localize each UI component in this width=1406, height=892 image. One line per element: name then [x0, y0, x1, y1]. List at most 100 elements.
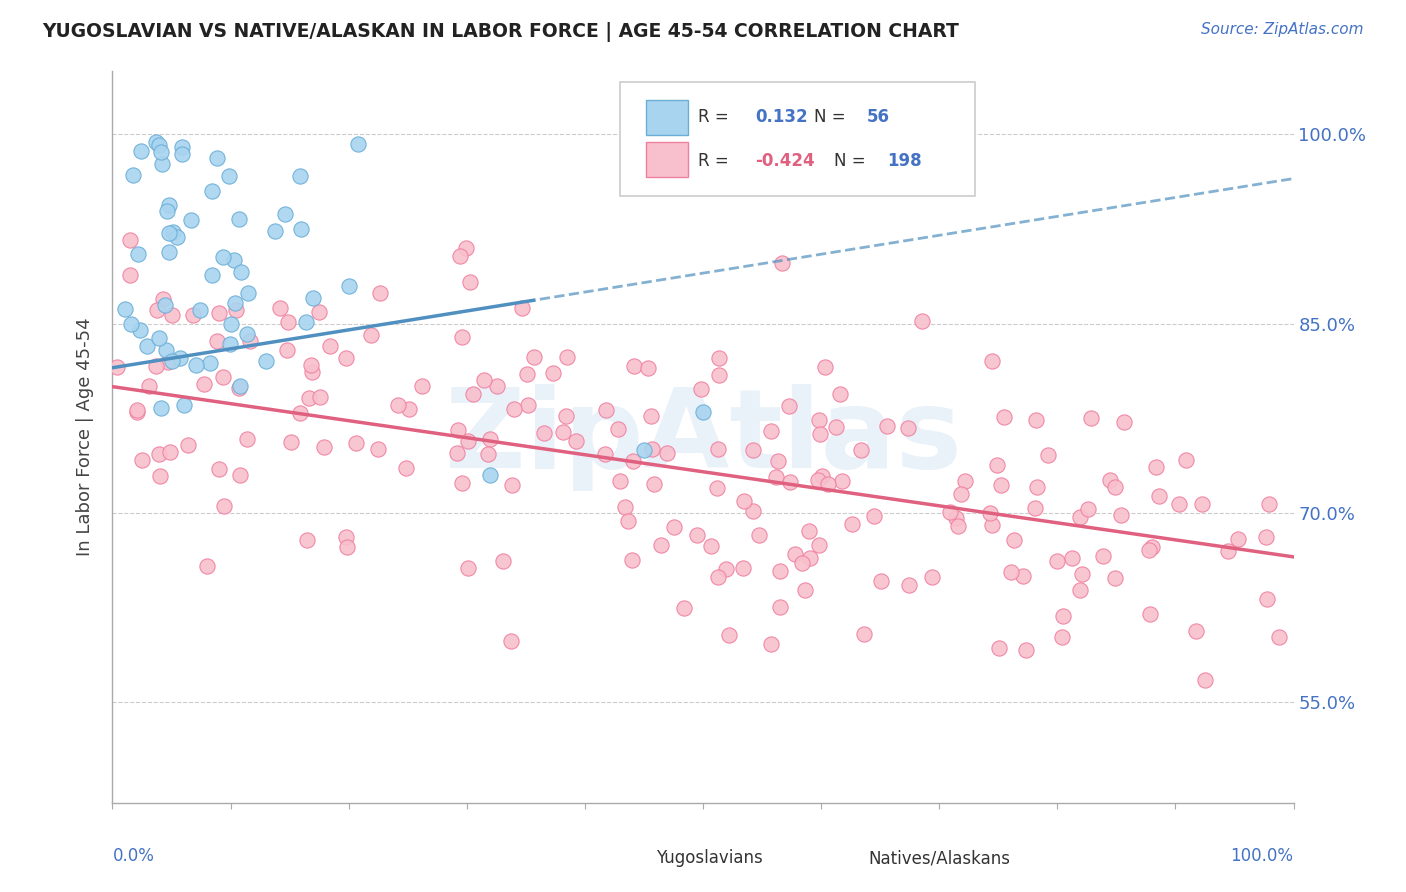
- Point: [447, 423, 470, 437]
- Point: [479, 467, 502, 482]
- Point: [748, 528, 770, 542]
- Point: [153, 298, 176, 312]
- Point: [136, 339, 159, 353]
- Point: [831, 474, 853, 488]
- Point: [166, 229, 188, 244]
- Point: [150, 145, 173, 160]
- Point: [1091, 549, 1114, 563]
- Point: [990, 478, 1012, 492]
- Point: [825, 420, 848, 434]
- Point: [1216, 543, 1239, 558]
- Point: [1104, 480, 1126, 494]
- Point: [1036, 448, 1059, 462]
- Point: [510, 301, 533, 316]
- Point: [1025, 480, 1047, 494]
- Point: [817, 477, 839, 491]
- Point: [814, 360, 837, 375]
- Point: [692, 405, 714, 419]
- Point: [785, 547, 807, 561]
- Point: [451, 476, 474, 491]
- Point: [946, 519, 969, 533]
- Point: [301, 365, 323, 379]
- Point: [849, 442, 872, 457]
- Point: [235, 326, 257, 341]
- Point: [993, 410, 1015, 425]
- Point: [700, 539, 723, 553]
- Point: [565, 434, 588, 449]
- Point: [195, 558, 218, 573]
- Point: [290, 406, 312, 420]
- Point: [1069, 510, 1091, 524]
- Point: [219, 317, 242, 331]
- Point: [938, 505, 960, 519]
- Text: R =: R =: [699, 152, 734, 169]
- Point: [986, 458, 1008, 472]
- Point: [344, 435, 367, 450]
- Point: [770, 256, 793, 270]
- Point: [180, 213, 202, 227]
- Point: [828, 387, 851, 401]
- Point: [950, 487, 973, 501]
- Point: [336, 541, 359, 555]
- Point: [157, 244, 180, 259]
- Point: [222, 252, 245, 267]
- Point: [623, 359, 645, 374]
- Point: [1167, 497, 1189, 511]
- Point: [411, 379, 433, 393]
- Bar: [609, 848, 648, 869]
- Point: [686, 528, 709, 542]
- Point: [981, 353, 1004, 368]
- Point: [201, 268, 224, 283]
- Point: [172, 147, 194, 161]
- Point: [1015, 643, 1038, 657]
- Point: [181, 308, 204, 322]
- Point: [276, 343, 298, 357]
- Point: [869, 574, 891, 589]
- Point: [368, 286, 391, 301]
- Point: [979, 506, 1001, 520]
- Point: [502, 401, 524, 416]
- Text: 56: 56: [868, 109, 890, 127]
- Point: [673, 600, 696, 615]
- Point: [208, 306, 231, 320]
- Point: [716, 562, 738, 576]
- Point: [229, 379, 252, 393]
- Point: [1227, 533, 1250, 547]
- Point: [641, 442, 664, 456]
- Point: [609, 474, 631, 488]
- Point: [1024, 501, 1046, 516]
- Point: [228, 211, 250, 226]
- Point: [911, 314, 934, 328]
- Point: [808, 427, 831, 442]
- Point: [593, 447, 616, 461]
- Text: Natives/Alaskans: Natives/Alaskans: [869, 849, 1011, 867]
- Point: [159, 445, 181, 459]
- Text: 0.132: 0.132: [755, 109, 807, 127]
- Text: Source: ZipAtlas.com: Source: ZipAtlas.com: [1201, 22, 1364, 37]
- Point: [149, 469, 172, 483]
- Point: [897, 421, 920, 435]
- Point: [1069, 583, 1091, 598]
- Point: [201, 185, 224, 199]
- Point: [205, 334, 228, 348]
- Point: [492, 554, 515, 568]
- Bar: [647, 143, 688, 178]
- Point: [218, 169, 240, 184]
- Point: [1000, 565, 1022, 579]
- Point: [987, 641, 1010, 656]
- Point: [269, 301, 291, 315]
- Point: [1050, 630, 1073, 644]
- Point: [690, 382, 713, 396]
- Point: [1174, 453, 1197, 467]
- Point: [551, 425, 574, 439]
- Point: [264, 224, 287, 238]
- Point: [273, 207, 295, 221]
- Point: [523, 350, 546, 364]
- Point: [145, 359, 167, 374]
- Point: [1080, 410, 1102, 425]
- Point: [120, 317, 142, 331]
- Point: [516, 367, 538, 381]
- Point: [157, 226, 180, 240]
- Point: [595, 402, 617, 417]
- Point: [766, 454, 789, 468]
